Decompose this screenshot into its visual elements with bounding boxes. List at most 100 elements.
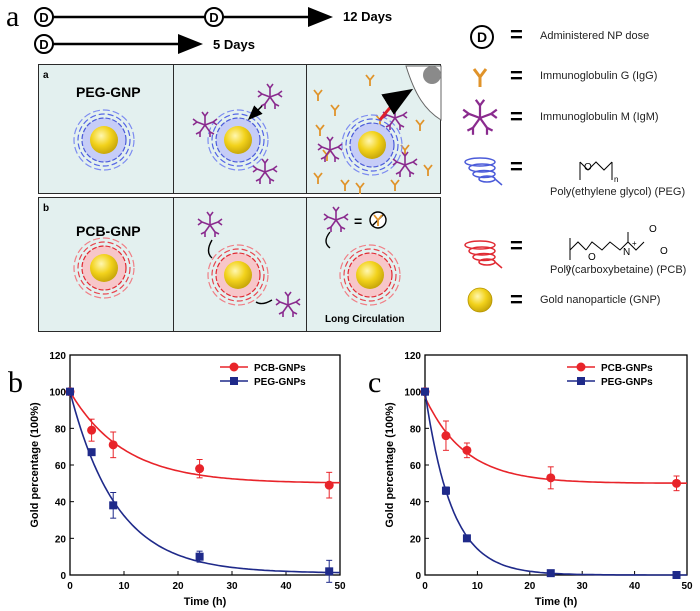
svg-text:D: D xyxy=(209,10,218,25)
legend-eq-igg: = xyxy=(510,63,523,88)
x-tick-label: 30 xyxy=(226,581,238,592)
data-point-peg-gnps xyxy=(325,567,334,576)
legend-gnp-icon xyxy=(467,287,493,313)
dose-marker-day7: D xyxy=(204,7,224,27)
svg-text:n: n xyxy=(614,175,618,184)
no-binding-symbol xyxy=(369,211,387,229)
pcb-gnp-particle-3 xyxy=(339,244,401,306)
x-tick-label: 40 xyxy=(280,581,292,592)
legend-label: PCB-GNPs xyxy=(254,363,306,374)
legend-gnp-text: Gold nanoparticle (GNP) xyxy=(540,294,661,306)
data-point-pcb-gnps xyxy=(462,445,472,455)
pcb-gnp-particle-1 xyxy=(73,237,135,299)
legend-pcb-coil-icon xyxy=(464,240,503,269)
igm-icon xyxy=(317,136,343,163)
x-tick-label: 0 xyxy=(422,581,428,592)
y-tick-label: 40 xyxy=(410,498,422,509)
data-point-peg-gnps xyxy=(546,569,555,578)
igm-icon xyxy=(275,291,301,318)
data-point-peg-gnps xyxy=(109,501,118,510)
data-point-peg-gnps xyxy=(87,448,96,457)
data-point-pcb-gnps xyxy=(108,440,118,450)
repel-arrow xyxy=(255,299,273,305)
chart-panel-b: 0 10 20 30 40 50 0 20 40 60 80 100 120 Time (h) Gold p… xyxy=(29,351,346,608)
panel-c-letter: c xyxy=(368,366,382,399)
pcb-gnp-particle-2 xyxy=(207,244,269,306)
y-tick-label: 100 xyxy=(404,388,421,399)
legend-eq-gnp: = xyxy=(510,287,523,312)
y-axis-label: Gold percentage (100%) xyxy=(384,402,396,528)
legend-igg-text: Immunoglobulin G (IgG) xyxy=(540,70,658,82)
schematic-illustration: a b = xyxy=(43,65,442,318)
legend-igg-icon xyxy=(472,68,488,87)
svg-text:+: + xyxy=(632,239,637,248)
legend-igm-icon xyxy=(462,98,498,136)
x-tick-label: 20 xyxy=(524,581,536,592)
data-point-peg-gnps xyxy=(195,552,204,561)
legend-eq-dose: = xyxy=(510,22,523,47)
legend-marker xyxy=(576,362,586,372)
y-tick-label: 40 xyxy=(55,498,67,509)
igm-icon xyxy=(323,206,349,233)
x-tick-label: 10 xyxy=(472,581,484,592)
data-point-pcb-gnps xyxy=(324,480,334,490)
y-tick-label: 120 xyxy=(404,351,421,362)
legend-eq-peg: = xyxy=(510,154,523,179)
legend-marker xyxy=(229,362,239,372)
peg-structure-formula: O n xyxy=(579,161,618,184)
pcb-gnp-title: PCB-GNP xyxy=(76,223,141,239)
y-tick-label: 100 xyxy=(49,388,66,399)
fit-curve-pcb-gnps xyxy=(424,396,687,484)
igm-icon xyxy=(382,104,408,131)
svg-text:D: D xyxy=(39,10,48,25)
peg-gnp-title: PEG-GNP xyxy=(76,84,141,100)
igm-icon xyxy=(392,151,418,178)
legend-dose-icon: D xyxy=(470,25,494,49)
legend-marker xyxy=(230,377,238,385)
data-point-peg-gnps xyxy=(66,387,74,396)
legend-icons: D O n n O N + O O xyxy=(462,25,668,313)
x-axis-label: Time (h) xyxy=(184,596,227,608)
legend-label: PCB-GNPs xyxy=(601,363,653,374)
dose-marker-day0-bottom: D xyxy=(34,34,54,54)
dose-marker-day0-top: D xyxy=(34,7,54,27)
x-tick-label: 20 xyxy=(172,581,184,592)
repel-arrow xyxy=(207,239,213,259)
data-point-peg-gnps xyxy=(441,486,450,495)
y-tick-label: 60 xyxy=(410,461,422,472)
row-a-label: a xyxy=(43,70,49,81)
legend-igm-text: Immunoglobulin M (IgM) xyxy=(540,111,659,123)
svg-text:N: N xyxy=(623,247,630,258)
y-tick-label: 20 xyxy=(410,534,422,545)
y-tick-label: 0 xyxy=(60,571,66,582)
panel-a-letter: a xyxy=(6,0,20,33)
data-point-peg-gnps xyxy=(421,387,429,396)
label-5-days: 5 Days xyxy=(213,37,255,52)
data-point-peg-gnps xyxy=(672,571,681,579)
svg-text:D: D xyxy=(477,29,487,45)
legend-pcb-text: Poly(carboxybetaine) (PCB) xyxy=(550,264,687,276)
data-point-pcb-gnps xyxy=(87,425,97,435)
y-tick-label: 20 xyxy=(55,534,67,545)
y-tick-label: 80 xyxy=(410,424,422,435)
legend-eq-igm: = xyxy=(510,104,523,129)
binding-arrow xyxy=(247,105,263,121)
chart-panel-c: 0 10 20 30 40 50 0 20 40 60 80 100 120 Time (h) Gold p… xyxy=(384,351,693,608)
dosing-timeline: D D D xyxy=(34,7,333,54)
row-b-label: b xyxy=(43,203,49,214)
legend-eq-pcb: = xyxy=(510,233,523,258)
long-circulation-label: Long Circulation xyxy=(325,314,405,325)
igm-icon xyxy=(257,83,283,110)
data-point-pcb-gnps xyxy=(672,478,682,488)
legend-marker xyxy=(577,377,585,385)
svg-text:O: O xyxy=(584,162,592,173)
y-axis-label: Gold percentage (100%) xyxy=(29,402,41,528)
x-tick-label: 50 xyxy=(681,581,693,592)
macrophage-nucleus xyxy=(423,66,441,84)
svg-text:D: D xyxy=(39,37,48,52)
pcb-structure-formula: n O N + O O xyxy=(566,224,668,272)
legend-dose-text: Administered NP dose xyxy=(540,30,650,42)
no-binding-equals: = xyxy=(354,213,362,229)
panel-b-letter: b xyxy=(8,366,23,399)
data-point-pcb-gnps xyxy=(546,473,556,483)
